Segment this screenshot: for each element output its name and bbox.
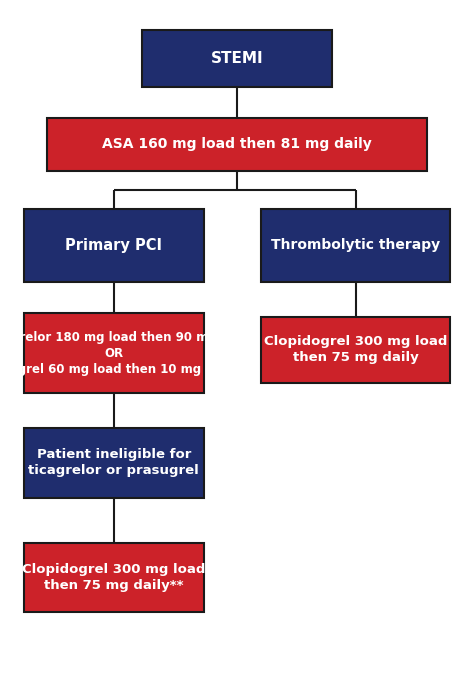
Text: Patient ineligible for
ticagrelor or prasugrel: Patient ineligible for ticagrelor or pra… xyxy=(28,448,199,477)
Text: Clopidogrel 300 mg load
then 75 mg daily: Clopidogrel 300 mg load then 75 mg daily xyxy=(264,335,447,364)
Text: ASA 160 mg load then 81 mg daily: ASA 160 mg load then 81 mg daily xyxy=(102,137,372,152)
Text: Clopidogrel 300 mg load
then 75 mg daily**: Clopidogrel 300 mg load then 75 mg daily… xyxy=(22,563,205,592)
FancyBboxPatch shape xyxy=(47,118,427,171)
Text: Ticagrelor 180 mg load then 90 mg BID
OR
Prasugrel 60 mg load then 10 mg daily *: Ticagrelor 180 mg load then 90 mg BID OR… xyxy=(0,331,247,376)
FancyBboxPatch shape xyxy=(24,543,204,612)
Text: Primary PCI: Primary PCI xyxy=(65,238,162,253)
FancyBboxPatch shape xyxy=(261,209,450,282)
FancyBboxPatch shape xyxy=(261,317,450,383)
FancyBboxPatch shape xyxy=(24,428,204,498)
Text: Thrombolytic therapy: Thrombolytic therapy xyxy=(271,238,440,253)
Text: STEMI: STEMI xyxy=(210,51,264,66)
FancyBboxPatch shape xyxy=(142,30,332,87)
FancyBboxPatch shape xyxy=(24,209,204,282)
FancyBboxPatch shape xyxy=(24,313,204,393)
